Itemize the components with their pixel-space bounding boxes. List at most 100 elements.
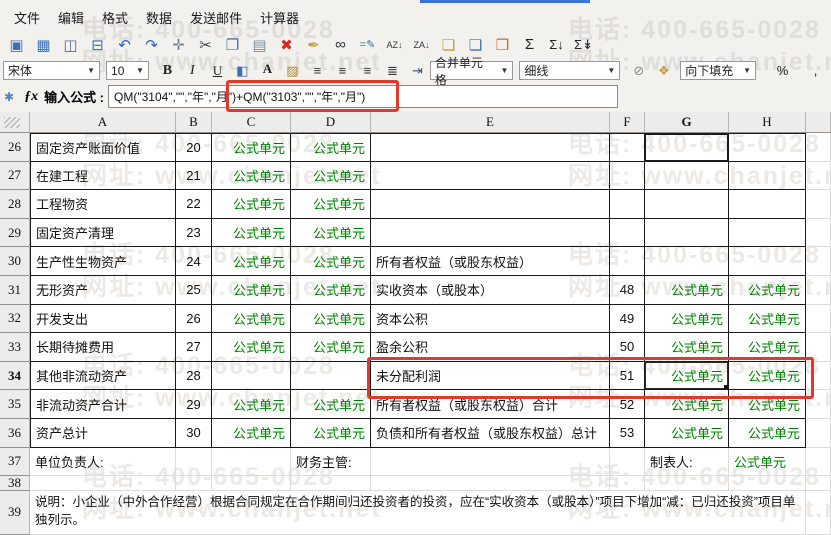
cell-C35[interactable]: 公式单元 [212, 390, 291, 419]
cell-E29[interactable] [371, 218, 610, 248]
eraser-icon[interactable]: ⊘ [633, 62, 645, 78]
cell-A30[interactable]: 生产性生物资产 [30, 247, 176, 276]
cell-F26[interactable] [610, 133, 645, 162]
cell-B31[interactable]: 25 [176, 275, 212, 305]
cell-G34[interactable]: 公式单元 [645, 361, 729, 391]
menu-item-5[interactable]: 计算器 [260, 11, 300, 26]
row-header-29[interactable]: 29 [0, 218, 30, 248]
edit-formula-icon[interactable]: =✎ [359, 39, 376, 51]
cell-E38[interactable] [371, 475, 610, 491]
copy-icon[interactable]: ❐ [225, 36, 240, 54]
cell-C36[interactable]: 公式单元 [212, 418, 291, 448]
cell-A29[interactable]: 固定资产清理 [30, 218, 176, 248]
cell-A28[interactable]: 工程物资 [30, 190, 176, 219]
cell-B32[interactable]: 26 [176, 304, 212, 334]
cell-A26[interactable]: 固定资产账面价值 [30, 133, 176, 162]
cell-H37[interactable]: 公式单元 [729, 447, 806, 476]
align-center-icon[interactable]: ≡ [338, 63, 347, 78]
paste-checklist-icon[interactable]: ▤ [252, 36, 267, 54]
print-icon[interactable]: ⊟ [91, 36, 104, 54]
cell-A35[interactable]: 非流动资产合计 [30, 390, 176, 419]
fill-direction-select[interactable]: 向下填充 ▼ [680, 61, 757, 80]
cell-D30[interactable]: 公式单元 [291, 247, 371, 276]
pattern-icon[interactable]: ▨ [286, 62, 299, 78]
cell-B29[interactable]: 23 [176, 218, 212, 248]
find-icon[interactable]: ∞ [335, 36, 346, 53]
italic-button[interactable]: I [190, 62, 195, 78]
cell-D35[interactable]: 公式单元 [291, 390, 371, 419]
cell-F28[interactable] [610, 190, 645, 219]
empty-cell[interactable] [806, 475, 831, 491]
paste-name-icon[interactable]: ❏ [441, 36, 456, 54]
row-header-34[interactable]: 34 [0, 361, 30, 391]
cell-D33[interactable]: 公式单元 [291, 333, 371, 362]
cell-F31[interactable]: 48 [610, 275, 645, 305]
column-header-partial[interactable] [806, 112, 831, 133]
cell-B26[interactable]: 20 [176, 133, 212, 162]
cell-D34[interactable] [291, 361, 371, 391]
row-header-38[interactable]: 38 [0, 475, 30, 491]
cell-D38[interactable] [291, 475, 371, 491]
cell-G32[interactable]: 公式单元 [645, 304, 729, 334]
cell-F38[interactable] [610, 475, 645, 491]
cell-A36[interactable]: 资产总计 [30, 418, 176, 448]
cell-F35[interactable]: 52 [610, 390, 645, 419]
cell-C34[interactable] [212, 361, 291, 391]
empty-cell[interactable] [806, 161, 831, 191]
empty-cell[interactable] [806, 133, 831, 162]
row-header-31[interactable]: 31 [0, 275, 30, 305]
row-header-26[interactable]: 26 [0, 133, 30, 162]
notes-icon[interactable]: ❒ [495, 36, 510, 54]
cell-A37[interactable]: 单位负责人: [30, 447, 176, 476]
cell-F32[interactable]: 49 [610, 304, 645, 334]
undo-icon[interactable]: ↶ [118, 36, 131, 54]
cell-G35[interactable]: 公式单元 [645, 390, 729, 419]
cell-C37[interactable] [212, 447, 291, 476]
empty-cell[interactable] [806, 418, 831, 448]
cell-B27[interactable]: 21 [176, 161, 212, 191]
cell-E33[interactable]: 盈余公积 [371, 333, 610, 362]
align-right-icon[interactable]: ≡ [363, 63, 372, 78]
cell-C29[interactable]: 公式单元 [212, 218, 291, 248]
menu-item-4[interactable]: 发送邮件 [190, 11, 243, 26]
cell-C27[interactable]: 公式单元 [212, 161, 291, 191]
cell-B37[interactable] [176, 447, 212, 476]
row-header-30[interactable]: 30 [0, 247, 30, 276]
cell-F37[interactable] [610, 447, 645, 476]
formula-input[interactable] [108, 85, 619, 108]
cell-C31[interactable]: 公式单元 [212, 275, 291, 305]
empty-cell[interactable] [806, 490, 831, 535]
cell-G30[interactable] [645, 247, 729, 276]
cell-E26[interactable] [371, 133, 610, 162]
cell-B38[interactable] [176, 475, 212, 491]
note-cell[interactable]: 说明：小企业（中外合作经营）根据合同规定在合作期间归还投资者的投资，应在“实收资… [30, 490, 806, 535]
select-all-corner[interactable] [0, 112, 30, 133]
cell-D29[interactable]: 公式单元 [291, 218, 371, 248]
cell-A31[interactable]: 无形资产 [30, 275, 176, 305]
cell-D26[interactable]: 公式单元 [291, 133, 371, 162]
row-header-37[interactable]: 37 [0, 447, 30, 476]
cell-C28[interactable]: 公式单元 [212, 190, 291, 219]
menu-item-3[interactable]: 数据 [146, 11, 173, 26]
fill-color-icon[interactable]: ◧ [236, 62, 249, 78]
cell-E37[interactable] [371, 447, 610, 476]
wrap-text-icon[interactable]: ⇥ [411, 62, 423, 78]
cell-G27[interactable] [645, 161, 729, 191]
cell-E30[interactable]: 所有者权益（或股东权益） [371, 247, 610, 276]
cell-F33[interactable]: 50 [610, 333, 645, 362]
print-preview-icon[interactable]: ◫ [63, 36, 78, 54]
cell-C32[interactable]: 公式单元 [212, 304, 291, 334]
cell-G29[interactable] [645, 218, 729, 248]
cancel-formula-icon[interactable]: ✱ [4, 89, 15, 104]
empty-cell[interactable] [806, 218, 831, 248]
cell-H30[interactable] [729, 247, 806, 276]
cell-H28[interactable] [729, 190, 806, 219]
cell-A27[interactable]: 在建工程 [30, 161, 176, 191]
cell-C30[interactable]: 公式单元 [212, 247, 291, 276]
cell-F36[interactable]: 53 [610, 418, 645, 448]
cell-B36[interactable]: 30 [176, 418, 212, 448]
cut-icon[interactable]: ✂ [199, 36, 212, 54]
row-header-27[interactable]: 27 [0, 161, 30, 191]
column-header-H[interactable]: H [729, 112, 806, 133]
cell-F27[interactable] [610, 161, 645, 191]
